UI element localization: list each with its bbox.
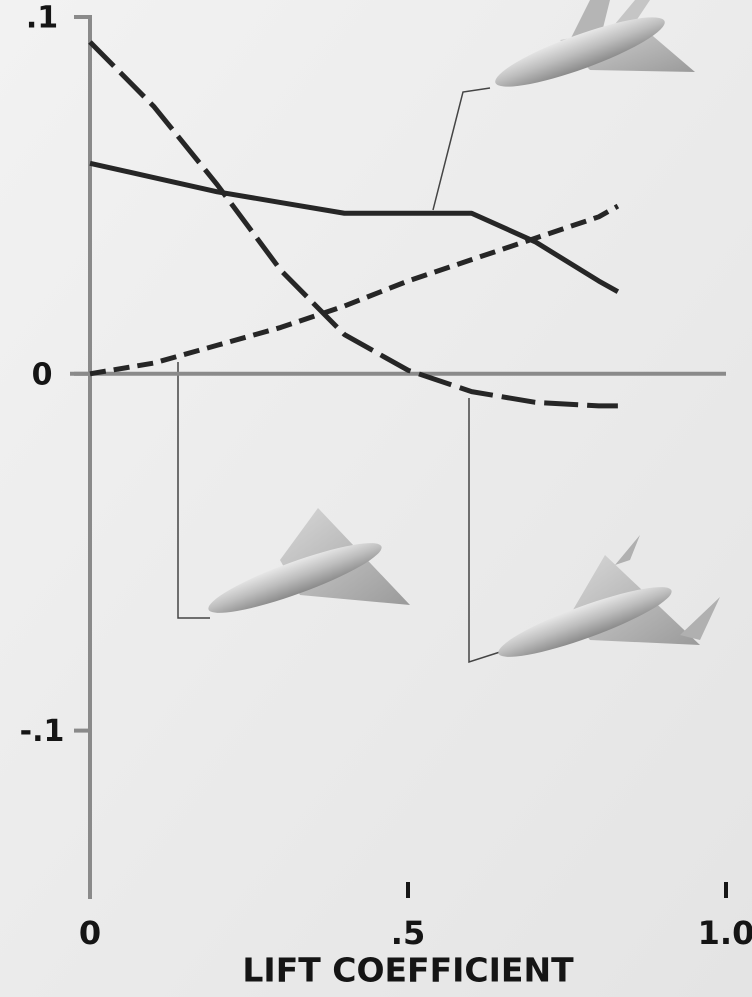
y-tick-label: .1 — [26, 1, 58, 36]
chart: LIFT COEFFICIENT .1 0 -.1 0 .5 1.0 — [0, 0, 752, 997]
x-tick-label: 1.0 — [698, 914, 752, 952]
y-tick-label: 0 — [32, 357, 53, 392]
x-tick-label: .5 — [391, 914, 425, 952]
page: {"chart_data": {"type": "line", "x_label… — [0, 0, 752, 997]
x-tick-label: 0 — [79, 914, 101, 952]
x-axis-label: LIFT COEFFICIENT — [242, 951, 574, 990]
y-tick-label: -.1 — [20, 714, 65, 749]
background — [0, 0, 752, 997]
